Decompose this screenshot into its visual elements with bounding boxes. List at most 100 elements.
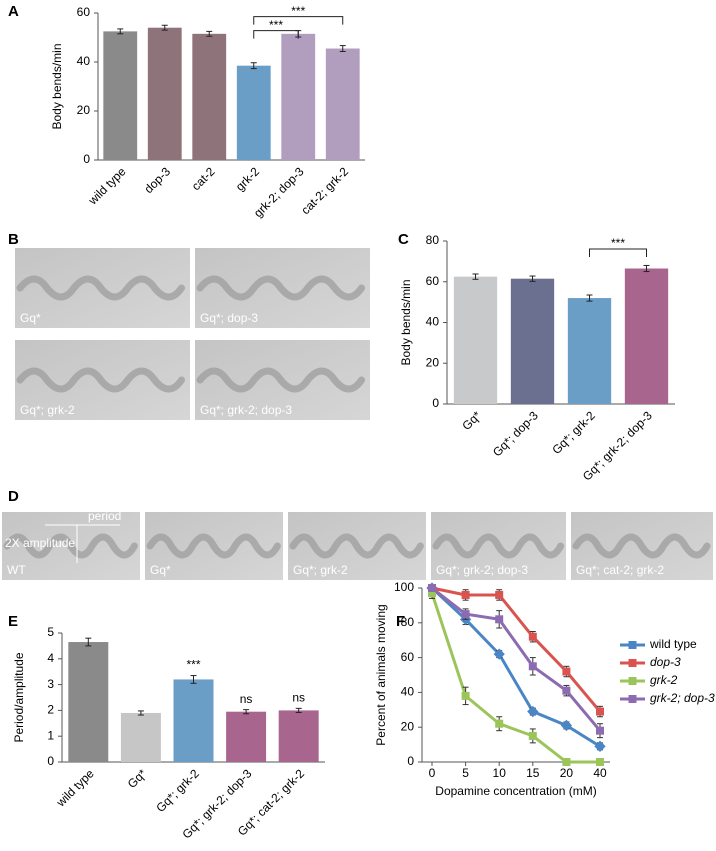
x-tick-label: 40: [593, 766, 607, 780]
marker: [428, 589, 436, 598]
bracket-label: ***: [269, 18, 283, 32]
panel-label: A: [8, 3, 19, 20]
series-line: [431, 586, 602, 732]
marker: [560, 719, 573, 732]
marker: [495, 615, 504, 624]
bar: [192, 33, 227, 161]
legend-label: wild type: [649, 637, 697, 651]
y-tick-label: 80: [401, 615, 415, 629]
x-tick-label: grk-2: [233, 164, 262, 193]
x-tick-label: 5: [462, 766, 469, 780]
error-bar: [243, 709, 250, 715]
worm: [146, 533, 281, 559]
marker: [428, 584, 436, 592]
legend-marker: [628, 677, 637, 685]
x-tick-label: dop-3: [142, 164, 174, 196]
worm: [16, 367, 186, 393]
panel-label: E: [8, 613, 18, 630]
marker: [562, 758, 571, 766]
y-tick-label: 40: [77, 54, 91, 68]
image-caption: Gq*; grk-2: [293, 563, 348, 577]
marker: [528, 731, 537, 740]
worm: [289, 533, 424, 559]
bar: [325, 48, 360, 160]
bar: [68, 642, 109, 762]
x-tick-label: Gq*; grk-2: [153, 766, 202, 815]
y-tick-label: 20: [77, 103, 91, 117]
marker: [594, 740, 606, 752]
y-tick-label: 20: [401, 719, 415, 733]
x-tick-label: cat-2: [189, 164, 218, 193]
legend-label: dop-3: [650, 655, 681, 669]
legend-label: grk-2: [650, 673, 678, 687]
image-caption: Gq*; grk-2; dop-3: [436, 563, 528, 577]
bar: [226, 711, 267, 762]
x-tick-label: Gq*; grk-2: [549, 408, 598, 457]
bracket-label: ***: [611, 236, 625, 250]
error-bar: [85, 637, 92, 647]
worm: [432, 533, 565, 559]
bar: [147, 27, 182, 161]
image-caption: Gq*; grk-2: [20, 403, 75, 417]
panel-label: D: [8, 488, 19, 505]
marker: [495, 590, 504, 599]
error-bar: [250, 62, 257, 70]
y-tick-label: 80: [426, 233, 440, 247]
y-tick-label: 3: [47, 677, 54, 691]
marker: [461, 691, 470, 700]
x-tick-label: wild type: [85, 164, 129, 208]
bar-label: ***: [186, 658, 200, 672]
annotation: period: [88, 509, 121, 523]
error-bar: [295, 707, 302, 713]
bar: [120, 712, 161, 762]
bar: [236, 65, 271, 160]
y-tick-label: 1: [47, 728, 54, 742]
marker: [596, 726, 604, 735]
x-tick-label: cat-2; grk-2: [298, 164, 351, 217]
marker: [528, 662, 537, 671]
error-bar: [586, 294, 593, 302]
worm: [3, 533, 138, 559]
error-bar: [117, 28, 124, 35]
image-caption: Gq*: [150, 563, 171, 577]
y-tick-label: 100: [394, 580, 414, 594]
y-tick-label: 40: [401, 685, 415, 699]
image-caption: Gq*; grk-2; dop-3: [200, 403, 292, 417]
error-bar: [161, 24, 168, 31]
bracket: [253, 16, 344, 25]
error-bar: [472, 273, 479, 280]
marker: [461, 590, 470, 599]
y-tick-label: 0: [407, 754, 414, 768]
series-line: [431, 586, 602, 713]
bar-label: ns: [240, 692, 253, 706]
error-bar: [339, 45, 346, 52]
panel-label: C: [398, 231, 409, 248]
error-bar: [643, 264, 650, 273]
marker: [495, 719, 504, 728]
image-caption: Gq*: [20, 311, 41, 325]
worm: [196, 275, 366, 301]
marker: [493, 648, 505, 660]
x-tick-label: wild type: [53, 766, 97, 810]
marker: [596, 758, 604, 766]
x-tick-label: 0: [429, 766, 436, 780]
bar: [103, 31, 138, 160]
y-axis-label: Body bends/min: [399, 279, 413, 365]
annotation: 2X amplitude: [5, 536, 75, 550]
y-tick-label: 5: [47, 625, 54, 639]
marker: [461, 610, 470, 619]
error-bar: [206, 30, 213, 37]
legend-marker: [628, 641, 637, 649]
y-tick-label: 2: [47, 703, 54, 717]
bar-label: ns: [292, 691, 305, 705]
y-tick-label: 4: [47, 651, 54, 665]
y-tick-label: 0: [83, 152, 90, 166]
y-axis-label: Body bends/min: [50, 43, 64, 129]
panel-label: F: [396, 613, 405, 630]
y-tick-label: 40: [426, 315, 440, 329]
marker: [562, 667, 571, 676]
image-caption: Gq*; dop-3: [200, 311, 258, 325]
error-bar: [529, 275, 536, 282]
y-tick-label: 20: [426, 355, 440, 369]
worm: [196, 367, 366, 393]
